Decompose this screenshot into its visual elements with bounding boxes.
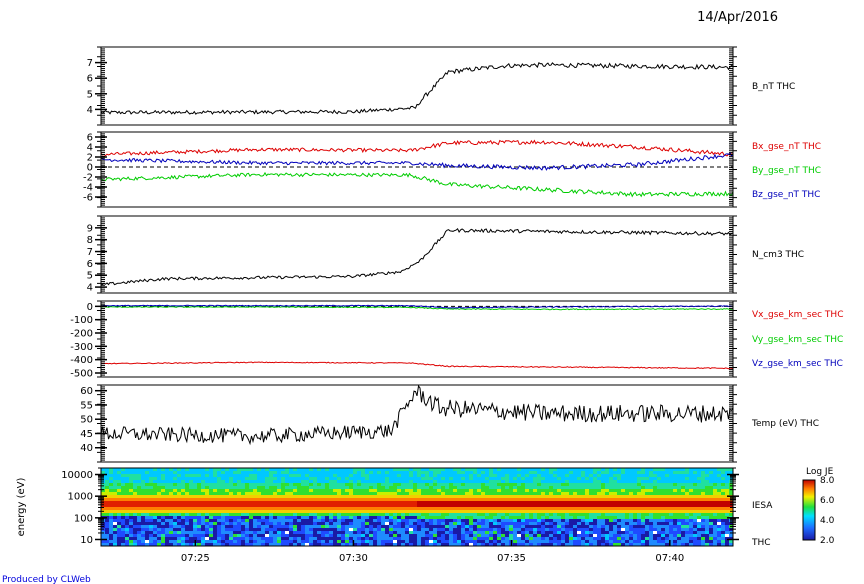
y-tick-label: -4 (83, 183, 93, 194)
panel-frame (100, 131, 734, 208)
series-label: Bz_gse_nT THC (752, 190, 820, 200)
panel-frame (100, 300, 734, 378)
y-tick-label: 2 (87, 153, 93, 164)
y-tick-label: -2 (83, 173, 93, 184)
series-line-3-2 (101, 304, 733, 309)
y-tick-label: 55 (80, 400, 93, 411)
y-tick-label: 5 (87, 271, 93, 282)
y-tick-label: 9 (87, 223, 93, 234)
colorbar-tick-label: 4.0 (820, 516, 835, 526)
y-tick-label: 100 (74, 513, 93, 524)
panel-Temp: 40 45 50 55 60 Temp (eV) THC (80, 384, 819, 463)
y-tick-label: -6 (83, 193, 93, 204)
series-label: Temp (eV) THC (751, 419, 819, 429)
y-tick-label: 7 (87, 58, 93, 69)
series-line-3-0 (100, 361, 734, 370)
y-tick-label: 4 (87, 143, 93, 154)
series-line-0-0 (100, 62, 734, 115)
x-tick-label: 07:35 (497, 553, 526, 564)
x-tick-label: 07:30 (339, 553, 368, 564)
panel-frame (100, 384, 734, 463)
y-tick-label: 60 (80, 386, 93, 397)
y-tick-label: 6 (87, 74, 93, 85)
x-tick-label: 07:40 (655, 553, 684, 564)
y-tick-label: 8 (87, 235, 93, 246)
colorbar-tick-label: 2.0 (820, 536, 835, 546)
y-tick-label: 10000 (61, 470, 93, 481)
series-label: By_gse_nT THC (752, 166, 821, 176)
series-label: THC (751, 538, 771, 548)
y-tick-label: -500 (70, 369, 93, 380)
series-label: Vx_gse_km_sec THC (752, 310, 844, 320)
y-tick-label: 40 (80, 443, 93, 454)
series-line-2-0 (100, 227, 734, 286)
series-line-1-0 (100, 139, 734, 157)
colorbar-tick-label: 6.0 (820, 496, 835, 506)
spectrogram-cells (101, 468, 734, 547)
series-line-1-2 (100, 152, 734, 171)
date-label: 14/Apr/2016 (697, 10, 778, 25)
series-label: B_nT THC (752, 82, 795, 92)
y-tick-label: 4 (87, 105, 93, 116)
series-label: IESA (752, 501, 773, 511)
y-axis-label: energy (eV) (16, 477, 27, 536)
panel-IESA: 10 100 1000 10000 energy (eV) 07:25 07:30 07:35… (16, 467, 835, 564)
footer-credit: Produced by CLWeb (2, 575, 91, 584)
series-label: Vy_gse_km_sec THC (752, 335, 843, 345)
y-tick-label: 7 (87, 247, 93, 258)
y-tick-label: 1000 (68, 492, 93, 503)
series-line-4-0 (100, 384, 734, 446)
series-line-1-1 (100, 171, 734, 198)
panel-frame (100, 215, 734, 294)
y-tick-label: -300 (70, 342, 93, 353)
series-line-3-1 (100, 306, 734, 311)
y-tick-label: 50 (80, 415, 93, 426)
panel-V_gse: 0 -100 -200 -300 -400 -500 Vx_gse_km_sec THC Vy… (70, 300, 844, 380)
colorbar-title: Log JE (806, 467, 834, 477)
y-tick-label: 4 (87, 283, 93, 294)
y-tick-label: 6 (87, 133, 93, 144)
colorbar-tick-label: 8.0 (820, 476, 835, 486)
panel-B_nT: 4 5 6 7 B_nT THC (87, 46, 795, 126)
y-tick-label: 0 (87, 163, 93, 174)
x-tick-label: 07:25 (181, 553, 210, 564)
y-tick-label: 10 (80, 535, 93, 546)
colorbar (802, 479, 816, 541)
series-label: Bx_gse_nT THC (752, 142, 821, 152)
series-label: Vz_gse_km_sec THC (752, 359, 843, 369)
y-tick-label: 5 (87, 89, 93, 100)
y-tick-label: 6 (87, 259, 93, 270)
series-label: N_cm3 THC (752, 250, 804, 260)
y-tick-label: 45 (80, 429, 93, 440)
y-tick-label: -400 (70, 355, 93, 366)
y-tick-label: -100 (70, 315, 93, 326)
y-tick-label: 0 (87, 302, 93, 313)
y-tick-label: -200 (70, 329, 93, 340)
